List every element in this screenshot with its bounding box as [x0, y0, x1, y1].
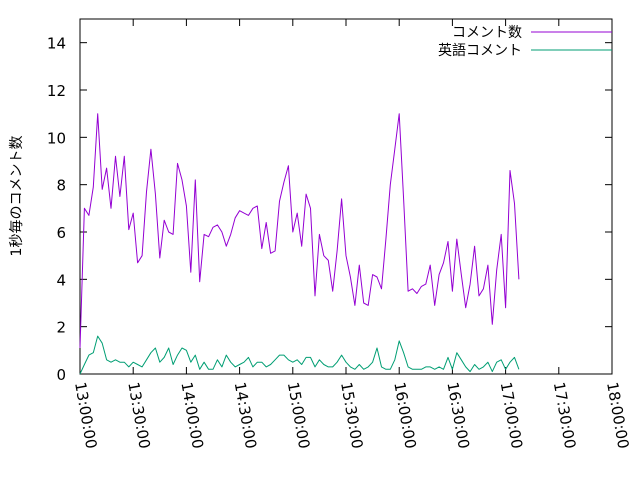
y-tick-label: 2: [56, 319, 66, 337]
x-axis: 13:00:00 13:30:00 14:00:00 14:30:00 15:00:00…: [71, 19, 632, 450]
x-tick-label: 13:30:00: [124, 381, 153, 450]
x-tick-label: 15:00:00: [284, 381, 313, 450]
x-tick-label: 17:30:00: [550, 381, 579, 450]
y-tick-label: 4: [56, 271, 66, 289]
x-tick-label: 13:00:00: [71, 381, 100, 450]
y-tick-label: 10: [47, 129, 66, 147]
legend-label-english-comments: 英語コメント: [438, 42, 522, 59]
y-tick-label: 0: [56, 366, 66, 384]
x-tick-label: 15:30:00: [337, 381, 366, 450]
series-line-english-comments: [79, 335, 520, 375]
y-tick-label: 8: [56, 177, 66, 195]
legend: コメント数 英語コメント: [438, 25, 612, 59]
y-tick-label: 6: [56, 224, 66, 242]
y-tick-label: 14: [47, 35, 66, 53]
x-tick-label: 18:00:00: [603, 381, 632, 450]
series-layer: [79, 113, 520, 375]
x-tick-label: 16:30:00: [443, 381, 472, 450]
legend-label-comment-count: コメント数: [452, 25, 522, 41]
series-line-comment-count: [79, 113, 520, 349]
plot-frame: [79, 18, 613, 375]
x-tick-label: 16:00:00: [390, 381, 419, 450]
x-tick-label: 14:30:00: [231, 381, 260, 450]
x-tick-label: 17:00:00: [497, 381, 526, 450]
y-axis-title: 1秒毎のコメント数: [9, 136, 25, 257]
y-tick-label: 12: [47, 82, 66, 100]
y-axis: 0 2 4 6 8 10 12 14: [47, 35, 612, 384]
x-tick-label: 14:00:00: [177, 381, 206, 450]
